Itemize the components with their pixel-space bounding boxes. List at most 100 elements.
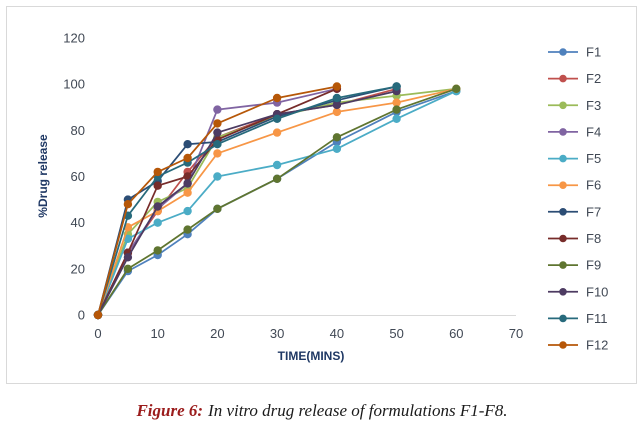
legend-marker-f11 bbox=[559, 314, 567, 323]
data-point-f9 bbox=[392, 105, 401, 114]
legend-entry-f6: F6 bbox=[548, 178, 601, 193]
data-point-f11 bbox=[392, 82, 401, 91]
data-point-f9 bbox=[183, 225, 192, 234]
x-tick-label: 30 bbox=[270, 326, 284, 341]
data-point-f6 bbox=[213, 149, 222, 158]
legend-entry-f2: F2 bbox=[548, 71, 601, 86]
data-point-f5 bbox=[332, 144, 342, 153]
data-point-f12 bbox=[123, 199, 133, 209]
y-axis-title: %Drug release bbox=[36, 134, 50, 218]
data-point-f9 bbox=[213, 204, 222, 213]
data-point-f5 bbox=[153, 218, 162, 227]
legend-marker-f6 bbox=[559, 181, 567, 189]
data-point-f9 bbox=[332, 133, 342, 142]
y-tick-label: 0 bbox=[78, 308, 85, 323]
legend-marker-f10 bbox=[559, 288, 567, 296]
legend: F1 F2 F3 F4 F5 F6 F7 F8 F9 F10 F11 F12 bbox=[548, 45, 608, 353]
data-point-f5 bbox=[183, 206, 192, 216]
y-tick-label: 60 bbox=[71, 169, 85, 184]
y-axis-tick-labels: 0 20 40 60 80 100 120 bbox=[63, 31, 85, 323]
data-point-f6 bbox=[272, 128, 282, 137]
series-line-f11 bbox=[97, 85, 397, 316]
legend-label-f1: F1 bbox=[586, 45, 601, 60]
legend-label-f12: F12 bbox=[586, 338, 608, 353]
y-tick-label: 40 bbox=[71, 215, 85, 230]
legend-entry-f3: F3 bbox=[548, 98, 601, 113]
figure-caption: Figure 6: In vitro drug release of formul… bbox=[0, 399, 644, 423]
x-axis-title: TIME(MINS) bbox=[278, 349, 345, 363]
legend-marker-f2 bbox=[559, 74, 567, 83]
series-f10 bbox=[93, 86, 401, 320]
legend-entry-f12: F12 bbox=[548, 338, 608, 353]
legend-label-f6: F6 bbox=[586, 178, 601, 193]
legend-label-f10: F10 bbox=[586, 284, 608, 299]
legend-marker-f8 bbox=[559, 234, 567, 243]
caption-text: In vitro drug release of formulations F1… bbox=[208, 401, 508, 420]
data-point-f11 bbox=[332, 93, 342, 103]
data-point-f12 bbox=[153, 167, 162, 177]
data-point-f4 bbox=[213, 105, 222, 114]
data-point-f10 bbox=[123, 253, 133, 262]
legend-label-f4: F4 bbox=[586, 124, 601, 139]
legend-label-f11: F11 bbox=[586, 311, 607, 326]
legend-label-f7: F7 bbox=[586, 204, 601, 219]
data-point-f11 bbox=[213, 139, 222, 149]
data-point-f12 bbox=[93, 310, 103, 320]
x-axis-tick-labels: 0 10 20 30 40 50 60 70 bbox=[94, 326, 523, 341]
series-line-f7 bbox=[97, 85, 397, 316]
data-point-f8 bbox=[153, 181, 162, 190]
data-point-f12 bbox=[213, 119, 222, 128]
legend-entry-f5: F5 bbox=[548, 151, 601, 166]
data-point-f6 bbox=[392, 98, 401, 107]
data-point-f10 bbox=[183, 179, 192, 188]
data-point-f10 bbox=[153, 202, 162, 211]
data-point-f6 bbox=[183, 188, 192, 197]
series-line-f10 bbox=[97, 90, 397, 316]
data-point-f5 bbox=[392, 114, 401, 123]
series-f6 bbox=[93, 84, 461, 320]
data-point-f12 bbox=[332, 82, 342, 91]
data-point-f10 bbox=[332, 100, 342, 110]
y-tick-label: 120 bbox=[63, 31, 85, 46]
data-point-f5 bbox=[272, 160, 282, 170]
data-point-f12 bbox=[183, 153, 192, 163]
x-tick-label: 0 bbox=[94, 326, 101, 341]
data-point-f5 bbox=[213, 172, 222, 181]
chart: 0 20 40 60 80 100 120 0 10 20 30 40 50 60 70 %Drug re… bbox=[6, 6, 637, 384]
plot-series bbox=[93, 82, 461, 320]
y-tick-label: 100 bbox=[63, 77, 85, 92]
data-point-f9 bbox=[272, 174, 282, 183]
caption-label: Figure 6: bbox=[136, 401, 204, 420]
x-tick-label: 50 bbox=[389, 326, 403, 341]
legend-marker-f9 bbox=[559, 261, 567, 269]
legend-label-f9: F9 bbox=[586, 258, 601, 273]
x-tick-label: 10 bbox=[150, 326, 164, 341]
legend-marker-f1 bbox=[559, 48, 567, 56]
legend-entry-f4: F4 bbox=[548, 124, 601, 139]
data-point-f11 bbox=[272, 114, 282, 123]
data-point-f9 bbox=[452, 84, 461, 93]
data-point-f12 bbox=[272, 93, 282, 103]
legend-entry-f9: F9 bbox=[548, 258, 601, 273]
legend-entry-f11: F11 bbox=[548, 311, 607, 326]
legend-label-f5: F5 bbox=[586, 151, 601, 166]
legend-label-f3: F3 bbox=[586, 98, 601, 113]
y-tick-label: 20 bbox=[71, 261, 85, 276]
legend-entry-f8: F8 bbox=[548, 231, 601, 246]
x-tick-label: 60 bbox=[449, 326, 463, 341]
x-tick-label: 40 bbox=[330, 326, 344, 341]
x-tick-label: 20 bbox=[210, 326, 224, 341]
legend-marker-f4 bbox=[559, 128, 567, 136]
legend-marker-f5 bbox=[559, 154, 567, 163]
data-point-f7 bbox=[183, 139, 192, 149]
legend-marker-f7 bbox=[559, 208, 567, 216]
series-f9 bbox=[93, 84, 461, 320]
data-point-f10 bbox=[213, 128, 222, 137]
series-f12 bbox=[93, 82, 342, 320]
x-tick-label: 70 bbox=[509, 326, 523, 341]
y-tick-label: 80 bbox=[71, 123, 85, 138]
data-point-f6 bbox=[332, 107, 342, 117]
legend-marker-f12 bbox=[559, 341, 567, 349]
legend-entry-f1: F1 bbox=[548, 45, 601, 60]
legend-label-f8: F8 bbox=[586, 231, 601, 246]
